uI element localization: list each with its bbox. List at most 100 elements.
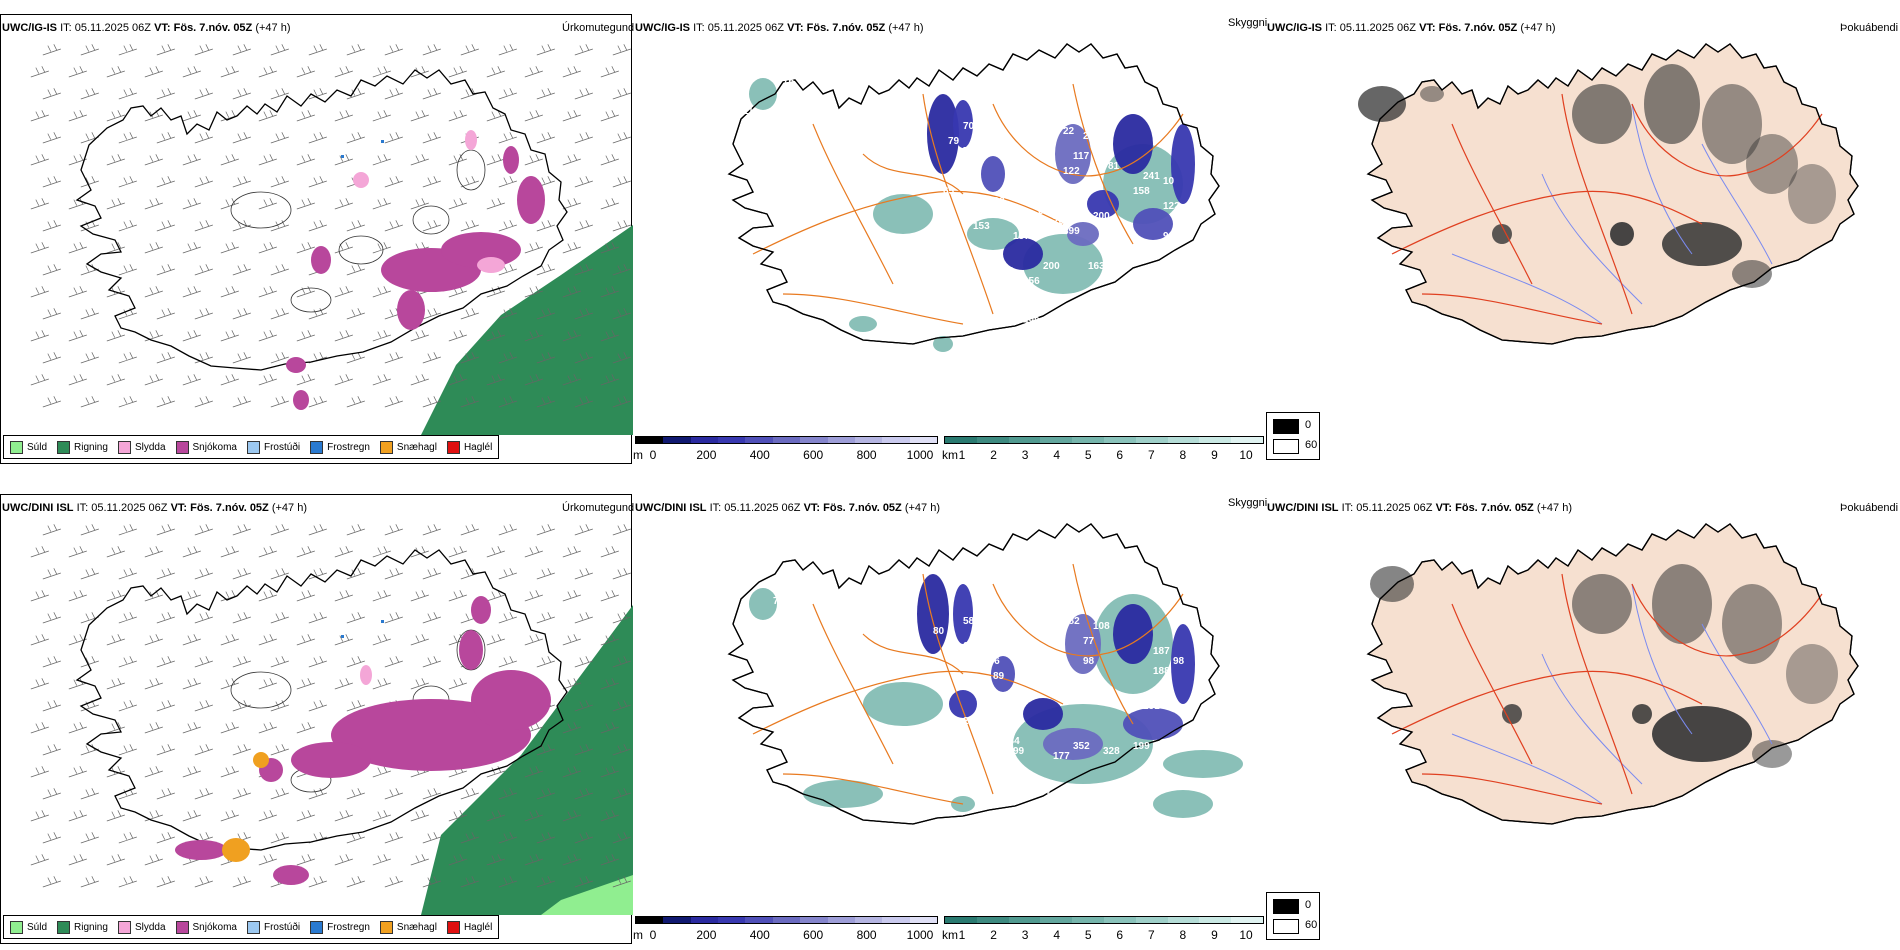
ceiling-title-bottom: UWC/DINI ISL IT: 05.11.2025 06Z VT: Fös.…: [635, 502, 941, 514]
ceiling-value-label: 79: [948, 136, 960, 147]
precip-legend-item: Frostregn: [310, 440, 370, 454]
precip-legend-item: Snæhagl: [379, 440, 437, 454]
precip-panel-top: Súld Rigning Slydda Snjókoma Frostúði Frostre…: [0, 14, 633, 464]
precip-legend-item: Rigning: [57, 440, 108, 454]
colorbar-tick: 5: [1084, 448, 1092, 462]
ceiling-value-label: 11: [743, 106, 754, 117]
ceiling-value-label: 99: [1013, 746, 1025, 757]
colorbar-tick: 3: [1021, 448, 1029, 462]
ceiling-value-label: 158: [1133, 186, 1150, 197]
legend-swatch: [175, 920, 189, 934]
legend-label: Snæhagl: [396, 921, 437, 933]
ceiling-value-label: 108: [1093, 621, 1110, 632]
colorbar-strip: [944, 916, 1264, 924]
legend-swatch: [10, 440, 23, 454]
ceiling-value-label: 156: [1023, 276, 1040, 287]
colorbar-tick: 1000: [906, 928, 934, 942]
colorbar-unit: km: [942, 448, 958, 462]
precip-legend-item: Snæhagl: [379, 920, 437, 934]
precip-title-bottom: UWC/DINI ISL IT: 05.11.2025 06Z VT: Fös.…: [2, 502, 308, 514]
colorbar-tick: 6: [1116, 448, 1124, 462]
ceiling-value-label: 80: [933, 626, 945, 637]
ceiling-value-label: 65: [943, 186, 955, 197]
legend-swatch: [10, 920, 23, 934]
ceiling-value-label: 193: [1073, 696, 1090, 707]
legend-label: Frostregn: [327, 921, 370, 933]
ceiling-value-label: 97: [933, 726, 945, 737]
colorbar-tick: 5: [1084, 928, 1092, 942]
colorbar-strip: [944, 436, 1264, 444]
visibility-colorbar-top: km 1 2 3 4 5 6 7 8 9 10: [942, 436, 1264, 462]
ceiling-value-label: 77: [1083, 636, 1095, 647]
colorbar-strip: [635, 916, 938, 924]
ceiling-value-label: 106: [983, 656, 1000, 667]
fog-map-top: [1358, 43, 1859, 345]
legend-label: Súld: [27, 921, 48, 933]
precip-legend-item: Súld: [10, 920, 48, 934]
ceiling-value-label: 200: [1043, 261, 1060, 272]
ceiling-value-label: 144: [1003, 736, 1020, 747]
colorbar-tick: 1000: [906, 448, 934, 462]
colorbar-tick: 2: [990, 448, 997, 462]
legend-swatch: [246, 440, 260, 454]
ceiling-value-label: 144: [1063, 676, 1080, 687]
legend-swatch: [446, 440, 460, 454]
ceiling-value-label: 101: [1008, 336, 1025, 347]
legend-label: Snjókoma: [192, 441, 237, 453]
ceiling-value-label: 90: [1163, 231, 1175, 242]
colorbar-tick: 8: [1179, 448, 1187, 462]
colorbar-tick: 0: [649, 928, 657, 942]
visibility-colorbar-bottom: km 1 2 3 4 5 6 7 8 9 10: [942, 916, 1264, 942]
legend-label: Frostúði: [263, 441, 301, 453]
fog-index-label-top: Þokuábendi: [1840, 22, 1899, 34]
ceiling-value-label: 56: [1113, 241, 1125, 252]
precip-legend-item: Frostregn: [310, 920, 370, 934]
ceiling-value-label: 153: [973, 221, 990, 232]
ceiling-value-label: 117: [1073, 151, 1090, 162]
legend-label: Súld: [27, 441, 48, 453]
precip-legend-item: Frostúði: [246, 440, 301, 454]
legend-label: Frostregn: [327, 441, 370, 453]
colorbar-tick: 0: [649, 448, 657, 462]
ceiling-value-label: 75: [773, 596, 785, 607]
ceiling-value-label: 64: [963, 641, 975, 652]
precip-legend-item: Slydda: [117, 920, 166, 934]
cloud-legend-swatch: [1273, 899, 1299, 914]
colorbar-tick: 9: [1211, 448, 1218, 462]
ceiling-value-label: 75: [973, 156, 985, 167]
ceiling-value-label: 65: [928, 236, 940, 247]
precip-legend-item: Haglél: [446, 440, 492, 454]
colorbar-strip: [635, 436, 938, 444]
ceiling-value-label: 223: [1023, 816, 1040, 827]
ceiling-value-label: 79: [1003, 266, 1015, 277]
ceiling-value-label: 10: [893, 246, 905, 257]
colorbar-unit: m: [633, 448, 643, 462]
ceiling-value-label: 23: [753, 566, 765, 577]
fog-panel-top: [1266, 14, 1900, 464]
colorbar-tick: 10: [1239, 448, 1253, 462]
ceiling-value-label: 399: [1063, 226, 1080, 237]
legend-label: Frostúði: [263, 921, 301, 933]
ceiling-title-top: UWC/IG-IS IT: 05.11.2025 06Z VT: Fös. 7.…: [635, 22, 924, 34]
precip-legend-item: Frostúði: [246, 920, 301, 934]
ceiling-value-label: 499: [1023, 316, 1040, 327]
precip-legend-item: Slydda: [117, 440, 166, 454]
legend-swatch: [117, 440, 131, 454]
precip-legend-top: Súld Rigning Slydda Snjókoma Frostúði Frostre…: [3, 435, 500, 459]
ceiling-value-label: 10: [1163, 176, 1175, 187]
fog-map-bottom: [1366, 523, 1859, 825]
legend-swatch: [446, 920, 460, 934]
colorbar-tick: 9: [1211, 928, 1218, 942]
ceiling-value-label: 251: [1143, 701, 1160, 712]
cloud-legend-swatch: [1273, 919, 1299, 934]
colorbar-tick: 2: [990, 928, 997, 942]
colorbar-tick: 1: [958, 448, 966, 462]
cloud-legend-label: 0: [1305, 899, 1312, 911]
ceiling-value-label: 328: [1103, 746, 1120, 757]
ceiling-panel-bottom: 23 75 80 58 64 106 89 182 108 77 98 144 187 188 98 193 2…: [633, 494, 1265, 944]
ceiling-colorbar-bottom: m 0 200 400 600 800 1000: [633, 916, 938, 942]
ceiling-value-label: 137: [1013, 231, 1030, 242]
colorbar-tick: 600: [803, 448, 824, 462]
